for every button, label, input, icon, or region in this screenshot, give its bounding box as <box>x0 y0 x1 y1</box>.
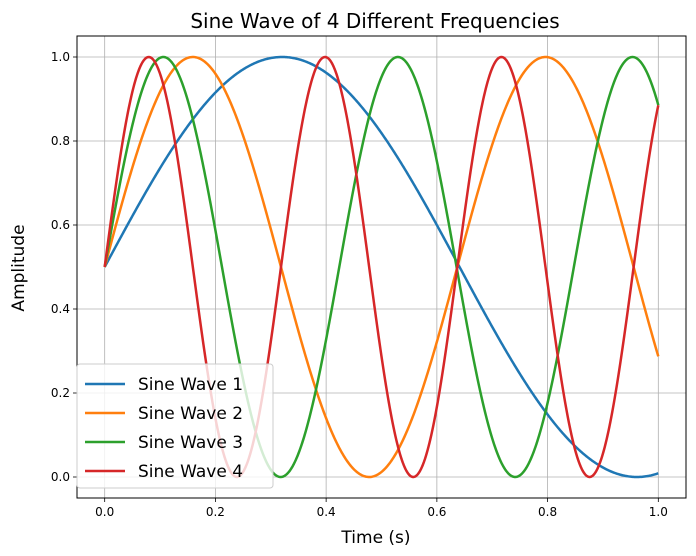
y-tick-label: 0.2 <box>51 386 70 400</box>
y-tick-label: 1.0 <box>51 50 70 64</box>
y-tick-label: 0.8 <box>51 134 70 148</box>
legend: Sine Wave 1 Sine Wave 2 Sine Wave 3 Sine Wa… <box>76 363 274 489</box>
x-tick-label: 0.4 <box>317 505 336 519</box>
series-line-1 <box>103 55 659 479</box>
series-line-2 <box>103 55 660 479</box>
series-lines <box>103 55 660 479</box>
legend-label-2: Sine Wave 2 <box>138 404 243 424</box>
x-axis-label: Time (s) <box>340 528 410 548</box>
legend-label-4: Sine Wave 4 <box>138 462 243 482</box>
x-tick-label: 0.8 <box>538 505 557 519</box>
legend-label-3: Sine Wave 3 <box>138 433 243 453</box>
x-tick-label: 0.6 <box>427 505 446 519</box>
axis-ticks: 0.0 0.2 0.4 0.6 0.8 1.0 0.0 0.2 0.4 0.6 0.8 1.0 <box>51 50 668 519</box>
legend-box <box>76 363 274 489</box>
x-tick-label: 0.2 <box>206 505 225 519</box>
series-line-4 <box>103 55 660 479</box>
x-tick-label: 1.0 <box>649 505 668 519</box>
y-axis-label: Amplitude <box>9 224 29 311</box>
x-tick-label: 0.0 <box>95 505 114 519</box>
y-tick-label: 0.0 <box>51 470 70 484</box>
y-tick-label: 0.6 <box>51 218 70 232</box>
y-tick-label: 0.4 <box>51 302 70 316</box>
series-line-3 <box>103 55 660 479</box>
plot-frame <box>76 35 687 499</box>
legend-label-1: Sine Wave 1 <box>138 375 243 395</box>
chart-title: Sine Wave of 4 Different Frequencies <box>190 9 559 33</box>
